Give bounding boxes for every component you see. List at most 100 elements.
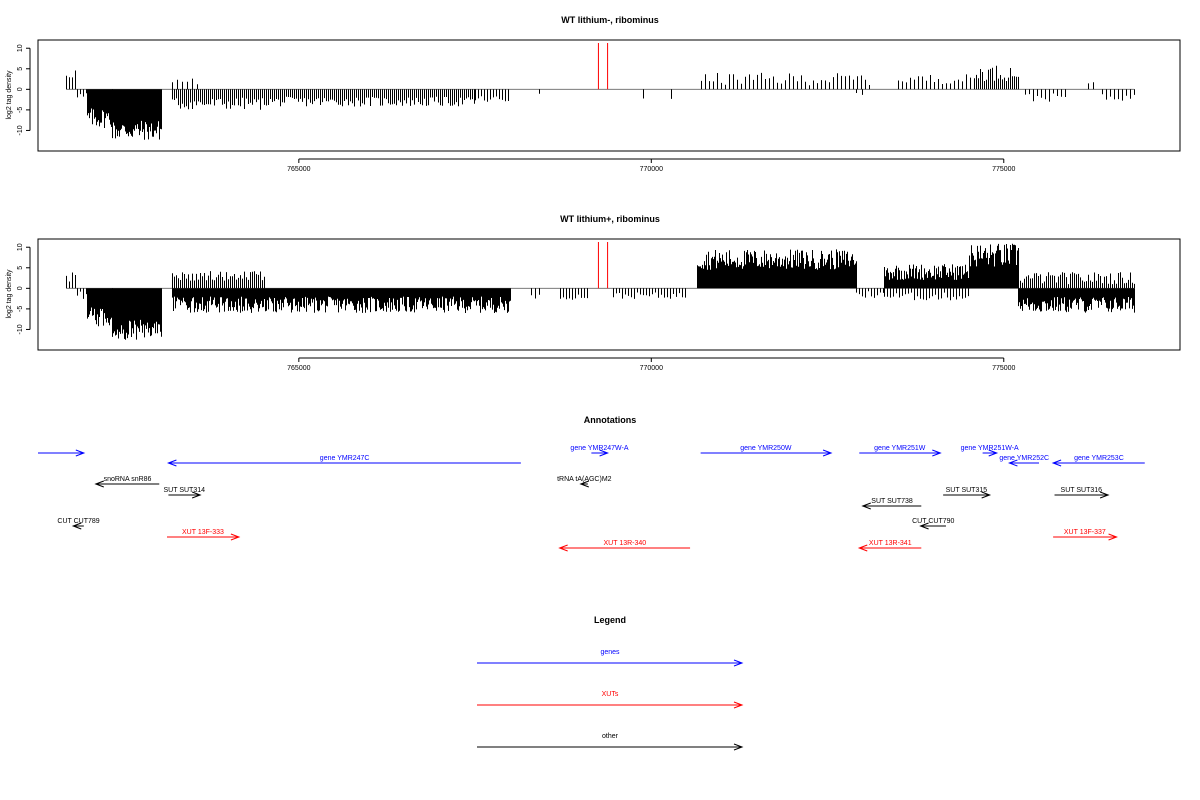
signal-bar-group bbox=[856, 89, 863, 95]
annotation-feature: gene YMR252C bbox=[999, 455, 1049, 467]
signal-bar-group bbox=[1018, 272, 1135, 289]
signal-bar-group bbox=[77, 288, 87, 299]
strand-arrowhead bbox=[981, 491, 992, 499]
signal-bar-group bbox=[172, 271, 265, 289]
signal-bar-group bbox=[976, 65, 1019, 90]
x-tick-label: 770000 bbox=[640, 365, 663, 372]
strand-arrowhead bbox=[1108, 533, 1118, 541]
signal-bar-group bbox=[701, 72, 870, 90]
strand-arrowhead bbox=[919, 522, 929, 530]
annotations-title: Annotations bbox=[584, 415, 637, 425]
signal-bar-group bbox=[1025, 89, 1066, 102]
signal-bar-group bbox=[969, 243, 1019, 289]
annotation-feature: snoRNA snR86 bbox=[94, 476, 160, 488]
signal-bar-group bbox=[560, 288, 588, 300]
panel-title-lithium-plus: WT lithium+, ribominus bbox=[560, 214, 660, 224]
signal-bar-group bbox=[66, 70, 76, 90]
annotation-feature: CUT CUT789 bbox=[57, 518, 100, 530]
strand-arrowhead bbox=[71, 522, 82, 530]
annotation-feature: gene YMR247W-A bbox=[570, 445, 629, 457]
signal-bar-group bbox=[856, 288, 884, 298]
signal-bar-group bbox=[1102, 89, 1135, 101]
signal-bar-group bbox=[172, 89, 265, 110]
y-axis-label-lithium-minus: log2 tag density bbox=[6, 70, 13, 120]
y-tick-label: -5 bbox=[17, 107, 24, 113]
annotation-feature: gene YMR250W bbox=[700, 445, 833, 457]
legend-label: XUTs bbox=[602, 691, 619, 698]
annotation-feature: gene YMR253C bbox=[1051, 455, 1145, 467]
annotation-feature: XUT 13R-340 bbox=[558, 540, 691, 552]
y-tick-label: -5 bbox=[17, 306, 24, 312]
annotation-feature bbox=[38, 449, 86, 457]
annotation-feature: SUT SUT314 bbox=[164, 487, 206, 499]
plot-frame-lithium-plus bbox=[37, 238, 1181, 351]
legend-label: genes bbox=[600, 649, 620, 656]
feature-label: XUT 13F-337 bbox=[1064, 529, 1106, 536]
strand-arrowhead bbox=[166, 459, 177, 467]
y-tick-label: -10 bbox=[17, 125, 24, 135]
feature-label: XUT 13R-341 bbox=[869, 540, 912, 547]
annotation-feature: CUT CUT790 bbox=[912, 518, 955, 530]
x-tick-label: 770000 bbox=[640, 166, 663, 173]
feature-label: XUT 13F-333 bbox=[182, 529, 224, 536]
signal-bar-group bbox=[613, 288, 686, 299]
x-tick-label: 765000 bbox=[287, 365, 310, 372]
legend-arrowhead bbox=[733, 743, 744, 751]
feature-label: SUT SUT314 bbox=[164, 487, 206, 494]
plot-frame-lithium-minus bbox=[37, 39, 1181, 152]
y-tick-label: 5 bbox=[17, 266, 24, 270]
y-tick-label: 10 bbox=[17, 44, 24, 52]
panel-lithium-minus: WT lithium-, ribominus log2 tag density … bbox=[6, 15, 1181, 173]
strand-arrowhead bbox=[988, 449, 999, 457]
signal-bar-group bbox=[884, 288, 969, 301]
strand-arrowhead bbox=[599, 449, 610, 457]
x-tick-label: 775000 bbox=[992, 166, 1015, 173]
strand-arrowhead bbox=[579, 480, 589, 488]
feature-label: CUT CUT789 bbox=[57, 518, 99, 525]
panel-lithium-plus: WT lithium+, ribominus log2 tag density … bbox=[6, 214, 1181, 372]
feature-label: gene YMR251W bbox=[874, 445, 926, 452]
strand-arrowhead bbox=[191, 491, 202, 499]
feature-label: gene YMR251W-A bbox=[961, 445, 1019, 452]
y-tick-label: -10 bbox=[17, 324, 24, 334]
legend-arrowhead bbox=[733, 659, 744, 667]
strand-arrowhead bbox=[75, 449, 86, 457]
feature-label: CUT CUT790 bbox=[912, 518, 954, 525]
annotation-feature: gene YMR247C bbox=[166, 455, 521, 467]
annotation-feature: XUT 13F-333 bbox=[167, 529, 241, 541]
signal-bar-group bbox=[475, 89, 509, 102]
feature-label: SUT SUT738 bbox=[871, 498, 913, 505]
feature-label: snoRNA snR86 bbox=[104, 476, 152, 483]
strand-arrowhead bbox=[558, 544, 568, 552]
y-tick-label: 0 bbox=[17, 87, 24, 91]
strand-arrowhead bbox=[1051, 459, 1062, 467]
feature-label: tRNA tA(AGC)M2 bbox=[557, 476, 612, 483]
signal-bar-group bbox=[66, 272, 76, 289]
y-tick-label: 0 bbox=[17, 286, 24, 290]
y-tick-label: 5 bbox=[17, 67, 24, 71]
signal-bars-lithium-plus bbox=[66, 242, 1135, 340]
signal-bar-group bbox=[884, 264, 970, 289]
feature-label: SUT SUT316 bbox=[1061, 487, 1103, 494]
feature-label: gene YMR247C bbox=[320, 455, 370, 462]
signal-bar-group bbox=[172, 288, 511, 313]
signal-bar-group bbox=[1018, 288, 1135, 313]
annotation-feature: XUT 13F-337 bbox=[1053, 529, 1118, 541]
signal-bar-group bbox=[87, 288, 113, 327]
feature-label: gene YMR253C bbox=[1074, 455, 1124, 462]
legend-item: genes bbox=[477, 649, 744, 667]
signal-bar-group bbox=[264, 89, 475, 107]
strand-arrowhead bbox=[932, 449, 942, 457]
signal-bars-lithium-minus bbox=[66, 43, 1135, 140]
signal-bar-group bbox=[172, 78, 198, 90]
x-tick-label: 775000 bbox=[992, 365, 1015, 372]
y-tick-label: 10 bbox=[17, 243, 24, 251]
strand-arrowhead bbox=[857, 544, 868, 552]
signal-bar-group bbox=[531, 288, 540, 299]
feature-label: SUT SUT315 bbox=[946, 487, 988, 494]
feature-label: gene YMR252C bbox=[999, 455, 1049, 462]
panel-title-lithium-minus: WT lithium-, ribominus bbox=[561, 15, 659, 25]
y-axis-label-lithium-plus: log2 tag density bbox=[6, 269, 13, 319]
annotation-features: gene YMR247C gene YMR247W-A gene YMR250W ge… bbox=[38, 445, 1145, 552]
